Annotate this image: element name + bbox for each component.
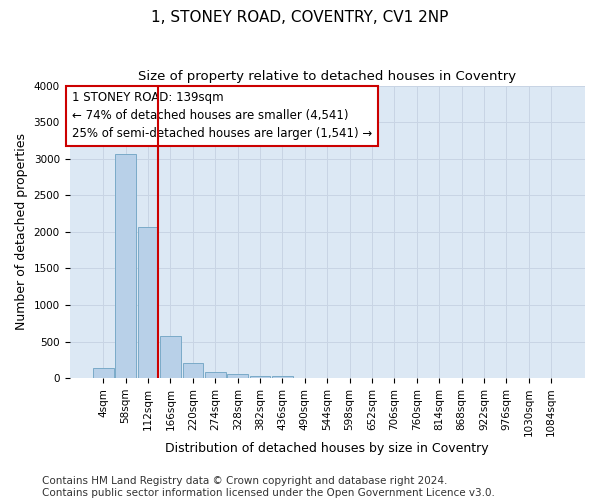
- Bar: [272, 376, 293, 378]
- Bar: [115, 154, 136, 378]
- Bar: [138, 228, 158, 378]
- Bar: [160, 336, 181, 378]
- Text: 1, STONEY ROAD, COVENTRY, CV1 2NP: 1, STONEY ROAD, COVENTRY, CV1 2NP: [151, 10, 449, 25]
- X-axis label: Distribution of detached houses by size in Coventry: Distribution of detached houses by size …: [166, 442, 489, 455]
- Title: Size of property relative to detached houses in Coventry: Size of property relative to detached ho…: [138, 70, 517, 83]
- Bar: [227, 374, 248, 378]
- Bar: [93, 368, 113, 378]
- Text: Contains HM Land Registry data © Crown copyright and database right 2024.
Contai: Contains HM Land Registry data © Crown c…: [42, 476, 495, 498]
- Bar: [205, 372, 226, 378]
- Bar: [250, 376, 271, 378]
- Bar: [182, 364, 203, 378]
- Text: 1 STONEY ROAD: 139sqm
← 74% of detached houses are smaller (4,541)
25% of semi-d: 1 STONEY ROAD: 139sqm ← 74% of detached …: [72, 92, 373, 140]
- Y-axis label: Number of detached properties: Number of detached properties: [15, 134, 28, 330]
